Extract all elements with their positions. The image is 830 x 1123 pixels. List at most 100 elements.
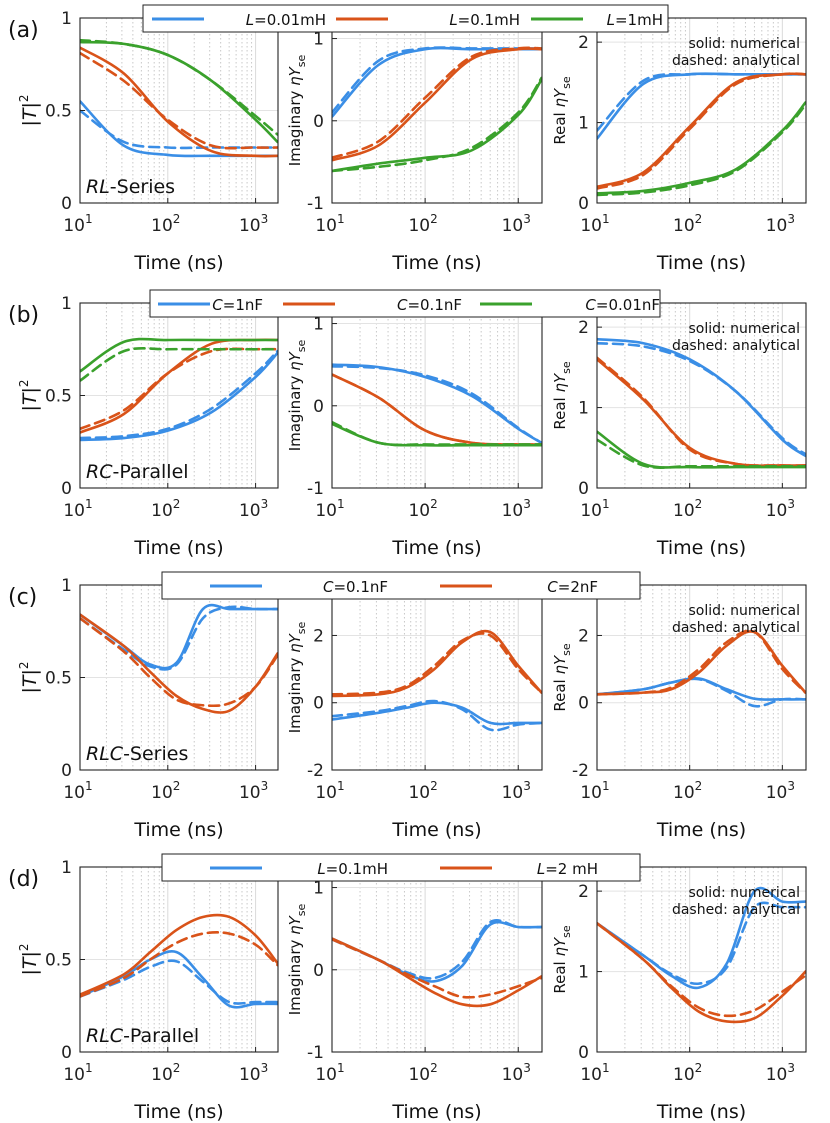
y-tick-label: 0 (61, 761, 72, 781)
y-axis-title: Imaginary ηYse (286, 903, 308, 1015)
legend-label: L=2 mH (537, 860, 598, 878)
y-tick-label: 0.5 (45, 951, 72, 971)
y-tick-label: 1 (61, 576, 72, 596)
series-line-dashed (80, 959, 278, 1005)
circuit-annotation: RLC-Parallel (86, 1025, 199, 1047)
legend-label: L=1mH (607, 11, 663, 29)
x-axis-title: Time (ns) (391, 252, 481, 274)
panel-2: 0 1 2 101 102 103 Time (ns) Real ηYse solid: num… (551, 866, 807, 1123)
note-dashed: dashed: analytical (672, 902, 800, 918)
x-tick-label: 101 (315, 497, 344, 521)
x-tick-label: 101 (315, 212, 344, 236)
y-tick-label: 2 (313, 626, 324, 646)
x-axis-title: Time (ns) (656, 1101, 746, 1123)
y-axis-title: |T|2 (17, 94, 41, 126)
x-tick-label: 103 (239, 779, 268, 803)
series-line-dashed (80, 931, 278, 998)
series-line-dashed (332, 373, 542, 446)
series-line-dashed (597, 922, 806, 1018)
axes-frame (596, 866, 807, 1053)
series-group (80, 337, 278, 442)
x-tick-label: 102 (673, 212, 702, 236)
y-tick-label: -1 (307, 1043, 324, 1063)
series-line-solid (80, 46, 278, 158)
note-dashed: dashed: analytical (672, 53, 800, 69)
circuit-annotation: RC-Parallel (86, 461, 189, 483)
x-axis-title: Time (ns) (391, 1101, 481, 1123)
y-tick-label: 2 (578, 318, 589, 338)
note-solid: solid: numerical (688, 603, 800, 619)
series-line-dashed (80, 617, 278, 708)
y-tick-label: 1 (313, 315, 324, 335)
series-line-solid (332, 629, 542, 698)
x-tick-label: 103 (766, 497, 795, 521)
note-solid: solid: numerical (688, 885, 800, 901)
series-line-dashed (80, 349, 278, 440)
series-group (332, 46, 542, 173)
x-tick-label: 103 (766, 779, 795, 803)
series-line-dashed (332, 632, 542, 696)
x-tick-label: 103 (239, 1061, 268, 1085)
y-tick-label: -1 (307, 479, 324, 499)
x-tick-label: 101 (315, 779, 344, 803)
x-tick-label: 102 (408, 497, 437, 521)
y-axis-title: Imaginary ηYse (286, 339, 308, 451)
legend-box (142, 4, 669, 33)
x-axis-title: Time (ns) (391, 819, 481, 841)
x-tick-label: 102 (408, 212, 437, 236)
series-group (597, 72, 806, 197)
x-tick-label: 103 (502, 212, 531, 236)
y-tick-label: 1 (578, 114, 589, 134)
y-tick-label: 1 (313, 879, 324, 899)
y-axis-title: |T|2 (17, 379, 41, 411)
panel-1: -1 0 1 101 102 103 Time (ns) Imaginary ηYse (286, 866, 543, 1123)
series-group (597, 337, 806, 469)
legend-label: L=0.1mH (449, 11, 520, 29)
series-group (332, 363, 542, 447)
series-group (80, 38, 278, 158)
y-tick-label: 2 (578, 33, 589, 53)
x-tick-label: 103 (766, 1061, 795, 1085)
series-line-dashed (80, 109, 278, 150)
panel-0: 0 0.5 1 101 102 103 Time (ns) |T|2 RC-Parallel (17, 294, 279, 559)
panel-1: -1 0 1 101 102 103 Time (ns) Imaginary ηYse (286, 302, 543, 559)
y-tick-label: 0.5 (45, 669, 72, 689)
x-axis-title: Time (ns) (133, 252, 223, 274)
y-tick-label: 0 (313, 397, 324, 417)
series-line-dashed (80, 347, 278, 431)
x-tick-label: 103 (239, 497, 268, 521)
series-line-dashed (332, 420, 542, 447)
row-label: (b) (8, 303, 39, 328)
y-tick-label: 0 (578, 194, 589, 214)
y-axis-title: Imaginary ηYse (286, 621, 308, 733)
x-axis-title: Time (ns) (656, 537, 746, 559)
y-tick-label: 1 (61, 9, 72, 29)
y-tick-label: 0 (61, 1043, 72, 1063)
series-line-dashed (597, 103, 806, 197)
x-axis-title: Time (ns) (391, 537, 481, 559)
x-tick-label: 101 (315, 1061, 344, 1085)
row-label: (c) (8, 585, 37, 610)
y-tick-label: 0 (313, 961, 324, 981)
panel-0: 0 0.5 1 101 102 103 Time (ns) |T|2 RLC-Series (17, 576, 279, 841)
series-line-dashed (332, 938, 542, 999)
series-line-dashed (597, 72, 806, 190)
panel-2: -2 0 2 101 102 103 Time (ns) Real ηYse solid: nu… (551, 584, 807, 841)
legend: C=1nF C=0.1nF C=0.01nF (149, 289, 661, 318)
series-line-dashed (80, 346, 278, 382)
series-line-dashed (80, 605, 278, 671)
x-axis-title: Time (ns) (656, 819, 746, 841)
y-tick-label: 0 (313, 694, 324, 714)
x-axis-title: Time (ns) (656, 252, 746, 274)
x-tick-label: 101 (63, 1061, 92, 1085)
note-solid: solid: numerical (688, 36, 800, 52)
plot-area (597, 585, 806, 770)
series-line-solid (80, 337, 278, 373)
series-line-solid (80, 351, 278, 442)
y-axis-title: |T|2 (17, 943, 41, 975)
legend-label: C=0.01nF (585, 296, 660, 314)
y-tick-label: 1 (61, 294, 72, 314)
series-line-dashed (80, 51, 278, 150)
